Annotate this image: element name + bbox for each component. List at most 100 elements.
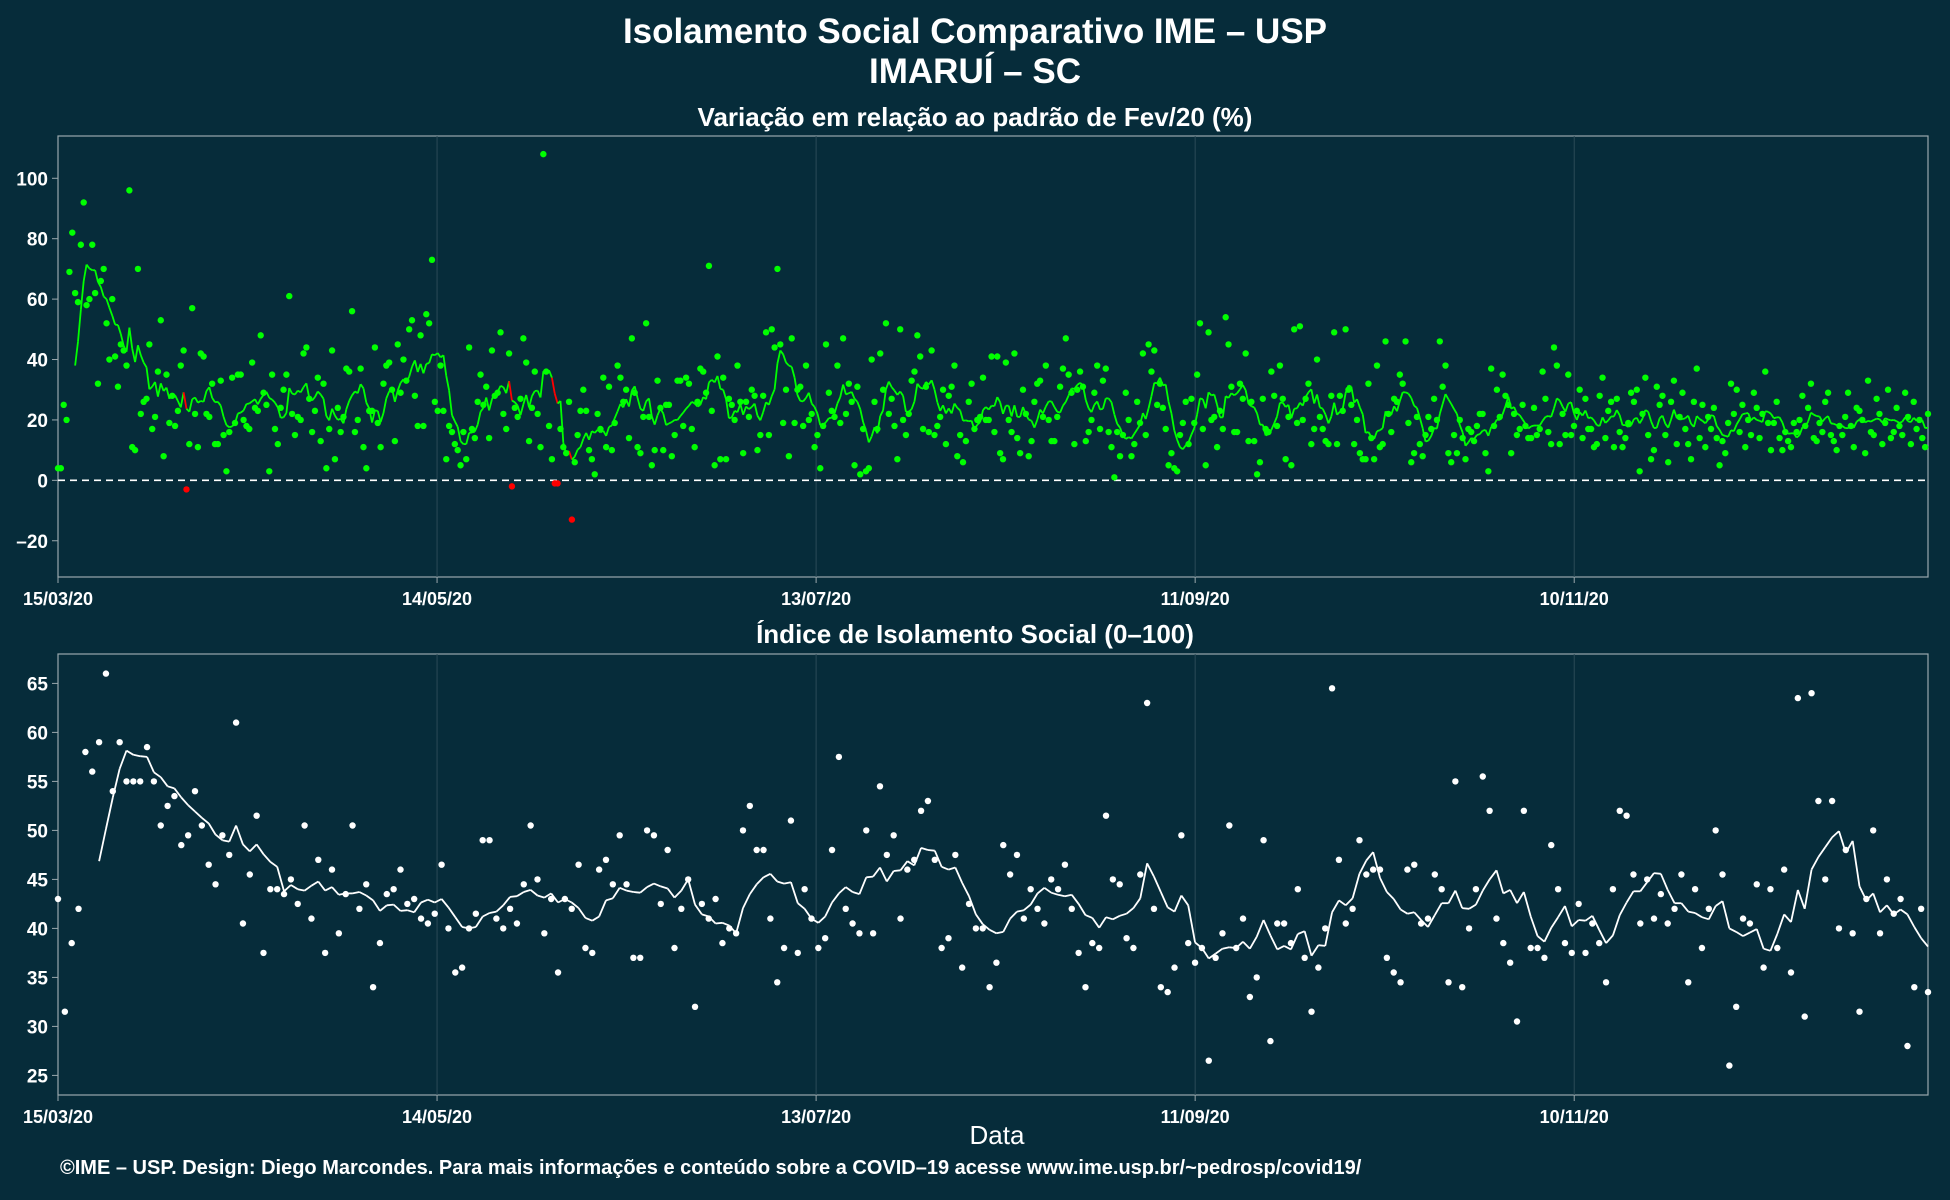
data-point [575, 861, 582, 868]
data-point [591, 471, 598, 478]
moving-average-segment [1476, 433, 1481, 436]
data-point [405, 326, 413, 333]
data-point [1849, 930, 1856, 937]
moving-average-segment [933, 389, 939, 403]
moving-average-segment [591, 430, 596, 434]
data-point [745, 413, 753, 421]
data-point [808, 410, 815, 418]
moving-average-segment [1701, 916, 1710, 921]
moving-average-segment [858, 876, 868, 895]
moving-average-segment [365, 894, 374, 902]
data-point [1027, 886, 1034, 893]
data-point [77, 241, 85, 248]
data-point [622, 386, 630, 393]
moving-average-segment [790, 366, 796, 378]
moving-average-segment [1673, 409, 1678, 419]
data-point [1079, 383, 1087, 390]
data-point [403, 377, 410, 384]
moving-average-segment [1010, 405, 1016, 417]
data-point [391, 437, 399, 445]
moving-average-segment [1447, 398, 1452, 405]
data-point [1005, 416, 1012, 424]
data-point [1764, 419, 1772, 427]
moving-average-segment [1716, 425, 1721, 431]
data-point [445, 925, 452, 932]
data-point [1239, 915, 1247, 922]
moving-average-segment [173, 787, 183, 799]
data-point [1282, 455, 1289, 463]
data-point [457, 462, 464, 469]
moving-average-segment [1529, 916, 1539, 937]
data-point [1746, 920, 1754, 927]
data-point [239, 920, 247, 927]
data-point [438, 861, 445, 868]
data-point [1376, 866, 1384, 873]
data-point [834, 362, 841, 369]
data-point [1328, 685, 1336, 692]
moving-average-segment [304, 884, 312, 892]
data-point [779, 419, 787, 427]
data-point [1248, 398, 1255, 406]
moving-average-segment [154, 381, 159, 397]
data-point [1274, 920, 1281, 927]
data-point [1450, 431, 1458, 439]
data-point [863, 827, 870, 834]
data-point [904, 866, 911, 873]
moving-average-segment [671, 419, 676, 423]
moving-average-segment [1438, 403, 1444, 415]
data-point [1599, 374, 1606, 381]
data-point [506, 905, 514, 912]
data-point [404, 900, 411, 908]
moving-average-segment [1790, 889, 1799, 923]
moving-average-segment [1255, 919, 1265, 938]
moving-average-segment [816, 413, 822, 426]
moving-average-segment [1133, 428, 1138, 435]
moving-average-segment [1718, 429, 1724, 436]
moving-average-segment [790, 881, 799, 904]
moving-average-segment [159, 382, 165, 392]
data-point [1647, 455, 1655, 463]
moving-average-segment [831, 892, 840, 904]
data-point [1822, 876, 1829, 883]
moving-average-segment [431, 353, 436, 357]
x-tick-label: 13/07/20 [781, 589, 851, 609]
moving-average-segment [1071, 894, 1080, 905]
data-point [759, 392, 767, 399]
moving-average-segment [1884, 417, 1889, 421]
moving-average-segment [1227, 392, 1233, 399]
data-point [1642, 374, 1649, 381]
data-point [494, 389, 501, 396]
data-point [1178, 832, 1185, 839]
data-point [1342, 920, 1349, 927]
data-point [1014, 434, 1021, 442]
moving-average-segment [802, 397, 807, 402]
moving-average-segment [1236, 388, 1241, 394]
x-tick-label: 15/03/20 [23, 589, 93, 609]
moving-average-segment [1345, 897, 1354, 906]
moving-average-segment [160, 776, 169, 787]
data-point [1650, 446, 1658, 454]
data-point [702, 389, 710, 396]
data-point [1039, 413, 1047, 421]
moving-average-segment [1557, 905, 1566, 918]
data-point [520, 335, 527, 342]
data-point [1506, 959, 1514, 966]
data-point [677, 377, 684, 384]
y-tick-label: 55 [27, 772, 49, 793]
data-point [1685, 979, 1692, 986]
data-point [1645, 431, 1652, 439]
data-point [808, 915, 815, 922]
moving-average-segment [1318, 944, 1326, 947]
data-point [408, 317, 416, 324]
data-point [1061, 861, 1069, 868]
data-point [1639, 410, 1646, 418]
data-point [1864, 377, 1872, 384]
data-point [523, 359, 530, 366]
moving-average-segment [454, 916, 463, 928]
panel-border [57, 135, 1929, 578]
y-tick-label: 80 [27, 230, 48, 251]
data-point [163, 371, 170, 378]
data-point [57, 465, 65, 472]
moving-average-segment [870, 426, 876, 437]
moving-average-segment [1653, 872, 1661, 875]
